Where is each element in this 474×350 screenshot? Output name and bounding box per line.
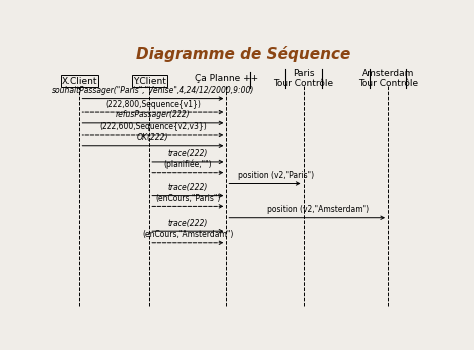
Text: OK(222): OK(222) bbox=[137, 133, 169, 142]
Text: (222,600,Sequence{v2,v3}): (222,600,Sequence{v2,v3}) bbox=[99, 122, 207, 132]
Text: Ça Planne ++: Ça Planne ++ bbox=[195, 74, 258, 83]
Text: (enCours,"Amsterdam"): (enCours,"Amsterdam") bbox=[142, 230, 234, 239]
Text: position (v2,"Paris"): position (v2,"Paris") bbox=[238, 171, 314, 180]
Text: X.Client: X.Client bbox=[62, 77, 97, 86]
Text: refusPassager(222): refusPassager(222) bbox=[116, 110, 190, 119]
Text: trace(222): trace(222) bbox=[168, 183, 208, 192]
Text: Diagramme de Séquence: Diagramme de Séquence bbox=[136, 46, 350, 62]
Text: Y.Client: Y.Client bbox=[133, 77, 166, 86]
Text: trace(222): trace(222) bbox=[168, 219, 208, 228]
Text: (enCours,"Paris"): (enCours,"Paris") bbox=[155, 194, 220, 203]
Text: trace(222): trace(222) bbox=[168, 149, 208, 159]
Text: souhaitPassager("Paris","Venise",4,24/12/2000,9:00): souhaitPassager("Paris","Venise",4,24/12… bbox=[52, 86, 254, 95]
Text: position (v2,"Amsterdam"): position (v2,"Amsterdam") bbox=[267, 205, 369, 214]
Text: (planifiée,""): (planifiée,"") bbox=[164, 160, 212, 169]
Text: Paris
Tour Contrôle: Paris Tour Contrôle bbox=[273, 69, 334, 88]
Text: Amsterdam
Tour Contrôle: Amsterdam Tour Contrôle bbox=[358, 69, 418, 88]
Text: (222,800,Sequence{v1}): (222,800,Sequence{v1}) bbox=[105, 99, 201, 108]
